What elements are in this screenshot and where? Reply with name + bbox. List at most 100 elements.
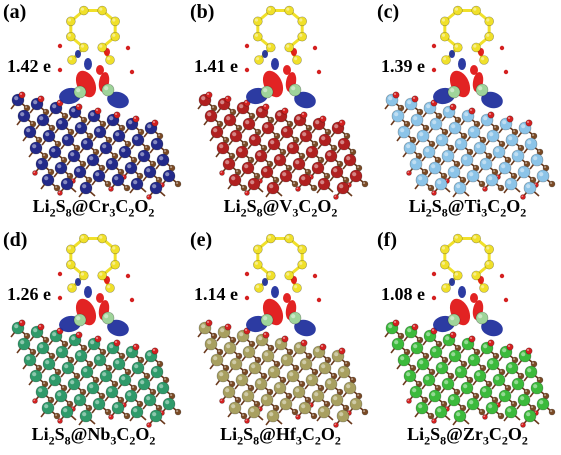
- surface-oxygen-atom-highlight: [470, 337, 472, 339]
- sulfur-atom: [298, 245, 307, 254]
- metal-atom: [474, 370, 486, 382]
- metal-atom-highlight: [109, 344, 113, 348]
- carbon-atom-highlight: [43, 382, 45, 384]
- sulfur-atom: [106, 284, 115, 293]
- metal-atom-highlight: [412, 160, 416, 164]
- metal-atom-highlight: [283, 356, 287, 360]
- metal-atom-highlight: [444, 380, 448, 384]
- metal-atom: [300, 358, 312, 370]
- metal-atom-highlight: [514, 152, 518, 156]
- surface-oxygen-atom-highlight: [508, 345, 510, 347]
- metal-atom-highlight: [95, 172, 99, 176]
- carbon-atom-highlight: [126, 142, 128, 144]
- carbon-atom-highlight: [313, 370, 315, 372]
- carbon-atom-highlight: [436, 158, 438, 160]
- metal-atom-highlight: [38, 160, 42, 164]
- carbon-atom-highlight: [44, 110, 46, 112]
- metal-atom: [274, 154, 286, 166]
- metal-atom-highlight: [320, 408, 324, 412]
- oxygen-atom: [407, 399, 412, 404]
- metal-atom: [512, 150, 524, 162]
- metal-atom: [151, 138, 163, 150]
- metal-atom-highlight: [501, 392, 505, 396]
- metal-atom: [455, 366, 467, 378]
- metal-atom-highlight: [57, 164, 61, 168]
- metal-atom-highlight: [412, 388, 416, 392]
- surface-oxygen-atom: [320, 116, 326, 122]
- sulfur-atom-highlight: [268, 273, 271, 276]
- metal-atom-highlight: [45, 360, 49, 364]
- carbon-atom-highlight: [100, 394, 102, 396]
- metal-atom-highlight: [14, 96, 18, 100]
- carbon-atom-highlight: [255, 402, 257, 404]
- metal-atom: [467, 398, 479, 410]
- metal-atom: [524, 182, 536, 194]
- carbon-atom-highlight: [319, 158, 321, 160]
- metal-atom-highlight: [71, 108, 75, 112]
- carbon-atom: [292, 409, 298, 415]
- charge-transfer-value: 1.08 e: [381, 284, 425, 305]
- metal-atom: [454, 410, 466, 422]
- carbon-atom-highlight: [242, 414, 244, 416]
- sulfur-atom: [66, 260, 75, 269]
- carbon-atom-highlight: [544, 166, 546, 168]
- sulfur-atom: [440, 17, 449, 26]
- carbon-atom-highlight: [437, 114, 439, 116]
- lithium-atom: [476, 84, 488, 96]
- surface-oxygen-atom: [339, 120, 345, 126]
- metal-atom-highlight: [231, 404, 235, 408]
- metal-atom-highlight: [245, 348, 249, 352]
- metal-atom: [280, 170, 292, 182]
- metal-atom: [30, 142, 42, 154]
- metal-atom: [36, 386, 48, 398]
- sulfur-atom: [253, 260, 262, 269]
- metal-atom-highlight: [289, 144, 293, 148]
- surface-oxygen-atom-highlight: [264, 105, 266, 107]
- sulfur-atom-highlight: [442, 18, 445, 21]
- charge-dot: [313, 46, 317, 50]
- accumulation-lobe: [283, 293, 291, 303]
- metal-atom-highlight: [457, 368, 461, 372]
- oxygen-atom: [220, 399, 225, 404]
- lithium-atom-highlight: [104, 314, 108, 318]
- metal-atom-highlight: [407, 100, 411, 104]
- sulfur-atom: [98, 6, 107, 15]
- sulfur-atom-highlight: [473, 8, 476, 11]
- metal-atom-highlight: [327, 380, 331, 384]
- metal-atom-highlight: [450, 168, 454, 172]
- metal-atom: [249, 134, 261, 146]
- metal-atom-highlight: [153, 368, 157, 372]
- metal-atom-highlight: [51, 376, 55, 380]
- charge-dot: [58, 272, 62, 276]
- carbon-atom-highlight: [139, 130, 141, 132]
- metal-atom: [236, 374, 248, 386]
- metal-atom: [410, 386, 422, 398]
- carbon-atom-highlight: [37, 138, 39, 140]
- sulfur-atom-highlight: [268, 8, 271, 11]
- carbon-atom-highlight: [338, 162, 340, 164]
- metal-atom-highlight: [238, 148, 242, 152]
- surface-oxygen-atom: [301, 112, 307, 118]
- metal-atom-highlight: [102, 144, 106, 148]
- metal-atom: [163, 170, 175, 182]
- metal-atom-highlight: [469, 172, 473, 176]
- carbon-atom: [241, 185, 247, 191]
- panel-label: (c): [377, 1, 399, 24]
- metal-atom-highlight: [502, 120, 506, 124]
- carbon-atom-highlight: [481, 138, 483, 140]
- carbon-atom-highlight: [288, 350, 290, 352]
- metal-atom-highlight: [121, 376, 125, 380]
- sulfur-atom: [485, 32, 494, 41]
- charge-dot: [500, 274, 504, 278]
- carbon-atom-highlight: [49, 170, 51, 172]
- carbon-atom-highlight: [69, 130, 71, 132]
- carbon-atom-highlight: [157, 178, 159, 180]
- metal-atom: [398, 126, 410, 138]
- carbon-atom-highlight: [449, 146, 451, 148]
- carbon-atom-highlight: [442, 402, 444, 404]
- metal-atom: [338, 138, 350, 150]
- metal-atom: [404, 370, 416, 382]
- metal-atom: [230, 130, 242, 142]
- metal-atom-highlight: [232, 360, 236, 364]
- metal-atom-highlight: [134, 136, 138, 140]
